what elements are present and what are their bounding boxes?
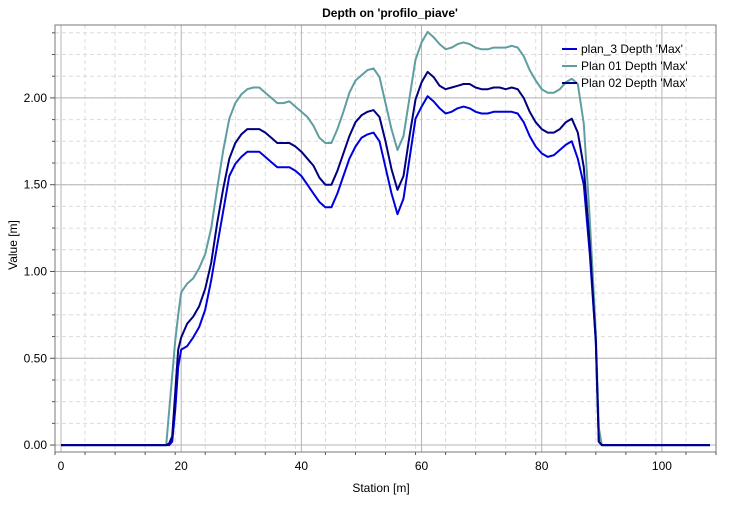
series-lines — [61, 30, 710, 447]
x-tick-label: 40 — [295, 459, 309, 473]
axis-ticks: 0 20 40 60 80 100 0.00 0.50 1.00 1.50 2.00 — [24, 32, 717, 473]
y-tick-label: 0.50 — [24, 351, 48, 365]
x-tick-label: 80 — [535, 459, 549, 473]
legend-item[interactable]: plan_3 Depth 'Max' — [562, 42, 683, 56]
y-axis-label: Value [m] — [6, 220, 20, 270]
x-tick-label: 20 — [175, 459, 189, 473]
series-line-3 — [61, 70, 710, 447]
x-tick-label: 100 — [652, 459, 672, 473]
series-line-1 — [61, 95, 710, 447]
y-tick-label: 1.00 — [24, 264, 48, 278]
x-tick-label: 0 — [58, 459, 65, 473]
legend-item[interactable]: Plan 02 Depth 'Max' — [562, 76, 688, 90]
legend-item[interactable]: Plan 01 Depth 'Max' — [562, 59, 688, 73]
x-axis-label: Station [m] — [352, 481, 409, 495]
chart-title: Depth on 'profilo_piave' — [322, 6, 458, 20]
legend[interactable]: plan_3 Depth 'Max' Plan 01 Depth 'Max' Pla… — [562, 42, 688, 90]
legend-label: Plan 02 Depth 'Max' — [581, 76, 688, 90]
y-tick-label: 1.50 — [24, 178, 48, 192]
y-tick-label: 2.00 — [24, 91, 48, 105]
x-tick-label: 60 — [415, 459, 429, 473]
legend-label: Plan 01 Depth 'Max' — [581, 59, 688, 73]
legend-label: plan_3 Depth 'Max' — [581, 42, 683, 56]
series-line-2 — [61, 30, 710, 447]
y-tick-label: 0.00 — [24, 438, 48, 452]
